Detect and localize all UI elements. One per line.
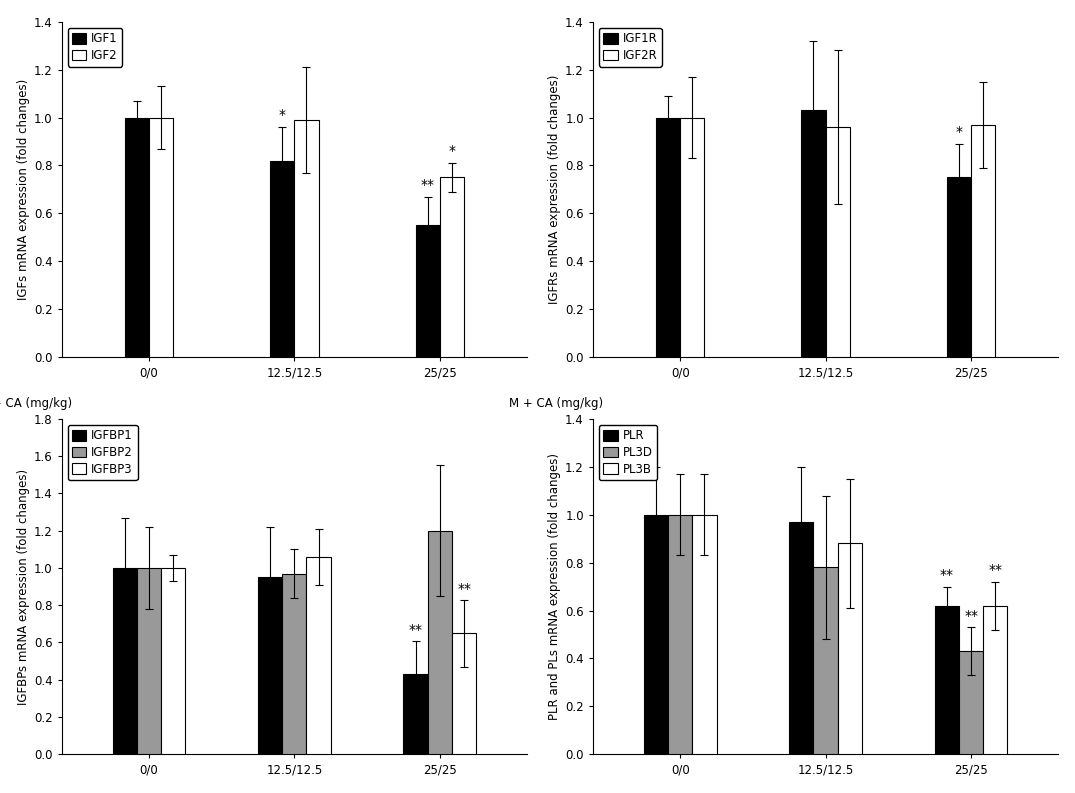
Bar — [295, 120, 318, 357]
Bar — [789, 522, 814, 754]
Bar — [959, 651, 984, 754]
Bar — [306, 557, 331, 754]
Bar — [656, 117, 680, 357]
Legend: IGF1, IGF2: IGF1, IGF2 — [68, 28, 123, 67]
Bar — [258, 577, 283, 754]
Y-axis label: IGFRs mRNA expression (fold changes): IGFRs mRNA expression (fold changes) — [548, 75, 561, 304]
Text: **: ** — [940, 568, 954, 582]
Bar — [428, 531, 452, 754]
Y-axis label: PLR and PLs mRNA expression (fold changes): PLR and PLs mRNA expression (fold change… — [548, 453, 561, 720]
Bar — [403, 674, 428, 754]
Bar — [416, 225, 440, 357]
Bar — [283, 573, 306, 754]
Text: **: ** — [457, 582, 471, 596]
Y-axis label: IGFs mRNA expression (fold changes): IGFs mRNA expression (fold changes) — [17, 79, 30, 300]
Text: *: * — [956, 125, 962, 139]
Text: **: ** — [408, 623, 422, 637]
Text: *: * — [448, 144, 456, 159]
Text: *: * — [278, 109, 286, 122]
Bar — [971, 125, 995, 357]
Bar — [440, 178, 464, 357]
Bar — [452, 633, 476, 754]
Bar — [137, 568, 161, 754]
Legend: PLR, PL3D, PL3B: PLR, PL3D, PL3B — [599, 425, 657, 481]
Bar — [801, 110, 826, 357]
Bar — [270, 161, 295, 357]
Text: **: ** — [964, 608, 978, 623]
Bar — [837, 543, 862, 754]
Bar — [692, 515, 717, 754]
Legend: IGFBP1, IGFBP2, IGFBP3: IGFBP1, IGFBP2, IGFBP3 — [68, 425, 138, 481]
Bar — [814, 568, 837, 754]
Bar — [680, 117, 704, 357]
Bar — [161, 568, 185, 754]
Y-axis label: IGFBPs mRNA expression (fold changes): IGFBPs mRNA expression (fold changes) — [17, 469, 30, 705]
Legend: IGF1R, IGF2R: IGF1R, IGF2R — [599, 28, 662, 67]
Bar — [934, 606, 959, 754]
Bar — [947, 178, 971, 357]
Bar — [644, 515, 668, 754]
Text: **: ** — [420, 178, 434, 192]
Text: M + CA (mg/kg): M + CA (mg/kg) — [510, 397, 603, 410]
Bar — [148, 117, 173, 357]
Text: **: ** — [988, 563, 1002, 577]
Text: M + CA (mg/kg): M + CA (mg/kg) — [0, 397, 72, 410]
Bar — [125, 117, 148, 357]
Bar — [668, 515, 692, 754]
Bar — [113, 568, 137, 754]
Bar — [984, 606, 1007, 754]
Bar — [826, 127, 850, 357]
